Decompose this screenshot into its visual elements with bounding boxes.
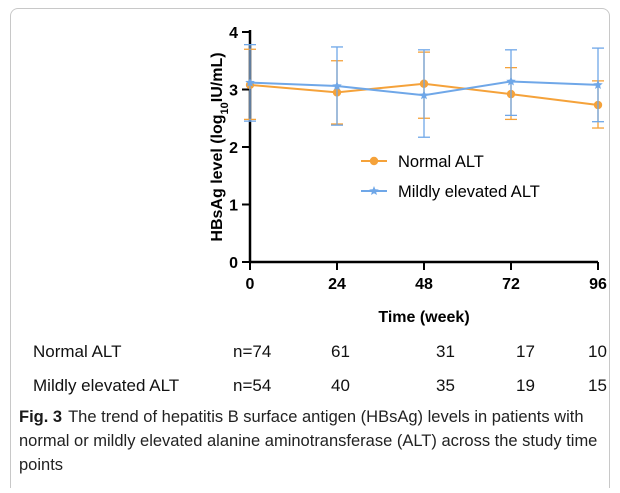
y-tick-label: 0 (229, 255, 238, 272)
x-tick-label: 72 (502, 276, 520, 293)
legend-marker (369, 186, 379, 196)
x-tick-label: 48 (415, 276, 433, 293)
y-tick-label: 3 (229, 83, 238, 100)
x-axis-title: Time (week) (378, 309, 469, 326)
y-tick-label: 4 (229, 25, 238, 42)
legend-label: Mildly elevated ALT (398, 183, 540, 201)
y-axis-title: HBsAg level (log10IU/mL) (209, 52, 231, 241)
legend-label: Normal ALT (398, 153, 484, 171)
figure-caption: Fig. 3 The trend of hepatitis B surface a… (19, 405, 609, 477)
figure-frame (10, 8, 610, 488)
x-tick-label: 0 (246, 276, 255, 293)
legend-marker (369, 156, 379, 166)
y-tick-label: 1 (229, 198, 238, 215)
figure-label: Fig. 3 (19, 408, 63, 426)
data-point (506, 76, 516, 86)
data-point (419, 90, 429, 100)
caption-text: The trend of hepatitis B surface antigen… (19, 408, 598, 474)
x-tick-label: 96 (589, 276, 607, 293)
data-point (332, 81, 342, 91)
data-point (245, 77, 255, 87)
data-point (593, 79, 603, 89)
x-tick-label: 24 (328, 276, 346, 293)
y-tick-label: 2 (229, 140, 238, 157)
line-chart: 0 1 2 3 4 0 24 48 72 96 Time (week) HBsAg level (lo… (209, 25, 607, 326)
